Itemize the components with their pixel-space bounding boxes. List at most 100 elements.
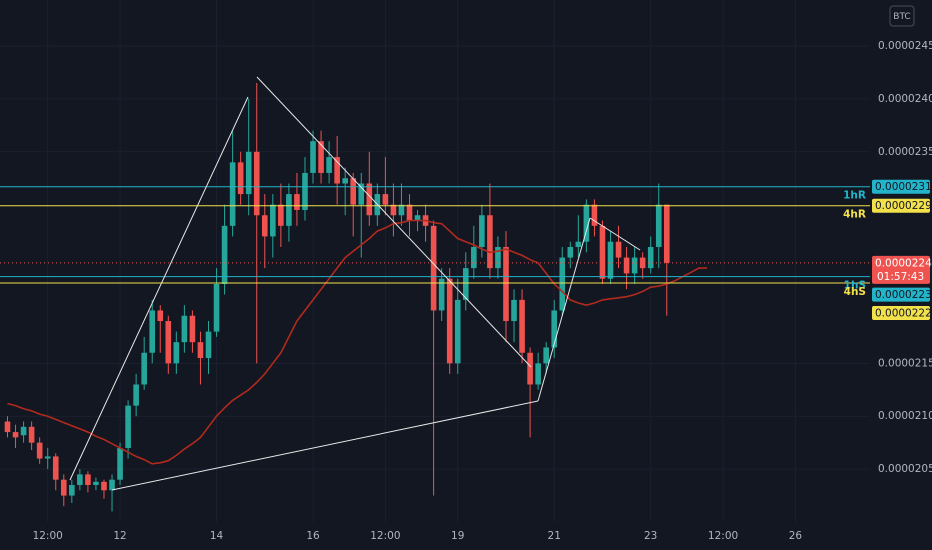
candle-body [109, 479, 115, 491]
candle-body [294, 194, 300, 210]
candle-body [623, 257, 630, 274]
countdown-label: 01:57:43 [877, 271, 924, 283]
candle-body [366, 183, 373, 216]
candle-body [326, 157, 332, 173]
candle-body [157, 310, 164, 322]
level-badge [872, 287, 930, 302]
x-tick-label: 19 [451, 530, 464, 542]
candle-body [390, 204, 397, 216]
candle-body [149, 310, 156, 353]
candle-body [519, 299, 525, 353]
candle-body [479, 215, 485, 247]
candle-body [430, 225, 437, 311]
candle-body [310, 141, 316, 173]
x-tick-label: 12:00 [33, 530, 63, 542]
candle-body [639, 257, 646, 269]
candle-body [543, 347, 549, 364]
level-badge [872, 198, 930, 213]
candle-body [503, 246, 509, 322]
level-badge [872, 305, 930, 320]
candle-body [165, 321, 172, 364]
candle-body [133, 384, 139, 406]
level-name: 1hR [843, 190, 866, 202]
candle-body [141, 352, 147, 385]
trend-line [589, 217, 641, 251]
candle-body [471, 246, 477, 269]
candle-body [350, 178, 357, 205]
x-tick-label: 12:00 [370, 530, 400, 542]
candle-body [245, 151, 252, 195]
candle-body [221, 225, 228, 285]
candle-body [414, 215, 421, 221]
candle-body [527, 352, 533, 385]
candle-body [237, 162, 244, 195]
currency-label: BTC [893, 12, 910, 22]
x-tick-label: 12:00 [708, 530, 738, 542]
level-name: 4hR [843, 209, 866, 221]
trend-line [537, 217, 591, 402]
candle-body [189, 315, 196, 343]
level-badge-label: 0.00002299 [875, 200, 932, 212]
candle-body [398, 204, 405, 216]
candle-body [535, 363, 541, 385]
x-tick-label: 16 [306, 530, 320, 542]
candle-body [334, 157, 340, 184]
candle-body [101, 481, 107, 491]
candle-body [85, 474, 91, 485]
moving-average [7, 219, 707, 465]
candle-body [181, 315, 188, 343]
x-tick-label: 26 [789, 530, 803, 542]
level-badge [872, 179, 930, 194]
candle-body [607, 241, 614, 279]
candle-body [270, 204, 276, 237]
candle-body [495, 246, 501, 269]
candle-body [615, 241, 622, 258]
candle-body [93, 481, 99, 485]
level-badge-label: 0.00002317 [875, 181, 932, 193]
candle-body [44, 456, 51, 459]
last-price-badge [872, 255, 930, 284]
level-badge-label: 0.00002232 [875, 289, 932, 301]
trend-line [256, 76, 532, 368]
candle-body [253, 151, 260, 216]
candle-body [77, 474, 83, 485]
candle-body [382, 194, 389, 205]
candle-body [342, 178, 348, 184]
candle-body [583, 204, 590, 242]
candle-body [36, 442, 43, 459]
candle-body [511, 299, 517, 322]
candle-body [229, 162, 236, 226]
candle-body [173, 342, 180, 364]
candle-body [213, 284, 220, 332]
candle-body [20, 426, 27, 436]
x-tick-label: 23 [644, 530, 657, 542]
candle-body [406, 204, 413, 221]
candle-body [599, 225, 606, 279]
candle-body [318, 141, 324, 173]
level-name: 1hS [844, 280, 866, 292]
candle-body [197, 342, 204, 359]
candle-body [551, 310, 558, 348]
candle-body [454, 299, 461, 364]
trend-line [69, 96, 249, 481]
candle-body [631, 257, 638, 274]
candle-body [286, 194, 292, 226]
level-badge-label: 0.00002226 [875, 307, 932, 319]
candle-body [261, 215, 268, 237]
x-tick-label: 14 [210, 530, 224, 542]
x-tick-label: 12 [113, 530, 126, 542]
last-price-label: 0.00002245 [875, 257, 932, 269]
currency-badge[interactable] [889, 5, 915, 27]
candle-body [647, 246, 654, 269]
candle-body [663, 204, 670, 263]
candle-body [205, 331, 212, 359]
candle-body [487, 215, 493, 269]
candle-body [655, 204, 662, 247]
y-tick-label: 0.00002050 [878, 463, 932, 475]
